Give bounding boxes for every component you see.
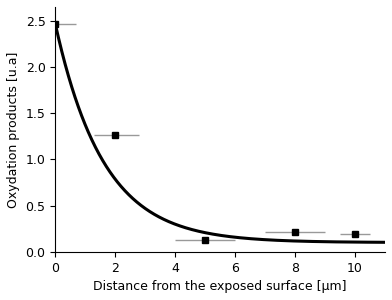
X-axis label: Distance from the exposed surface [μm]: Distance from the exposed surface [μm] [93,280,347,293]
Y-axis label: Oxydation products [u.a]: Oxydation products [u.a] [7,51,20,208]
